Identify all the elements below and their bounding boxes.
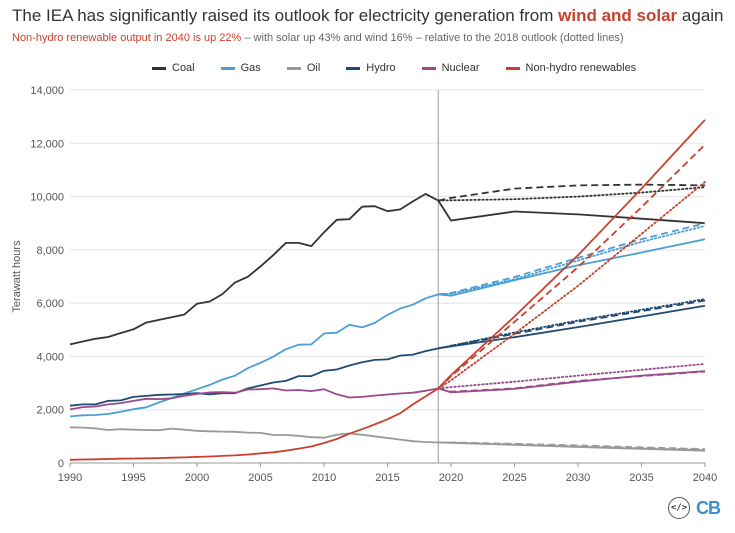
x-tick-label: 2025	[502, 472, 526, 484]
hydro-stated-policies-line	[438, 304, 706, 350]
x-tick-label: 2005	[248, 472, 272, 484]
hydro-current-policies-line	[438, 299, 706, 350]
non-hydro-renewables-stated-policies-line	[437, 119, 706, 390]
x-tick-label: 1995	[121, 472, 145, 484]
legend-item-hydro: Hydro	[346, 62, 396, 74]
hydro-outlook-2018-line	[437, 298, 706, 350]
legend-swatch	[220, 66, 235, 70]
non-hydro-renewables-outlook-2018-line	[437, 180, 706, 390]
y-axis-label: Terawatt hours	[11, 240, 23, 313]
y-tick-label: 8,000	[36, 245, 64, 257]
hydro-historical-line	[69, 347, 439, 407]
nuclear-historical-line	[69, 387, 439, 411]
legend-label: Nuclear	[441, 62, 480, 74]
y-tick-label: 14,000	[30, 85, 64, 97]
title-highlight: wind and solar	[558, 6, 678, 25]
oil-historical-line	[69, 426, 439, 444]
coal-historical-line	[69, 192, 439, 346]
legend-label: Gas	[240, 62, 261, 74]
gas-outlook-2018-line	[437, 224, 706, 296]
x-tick-label: 2015	[375, 472, 399, 484]
y-tick-label: 6,000	[36, 298, 64, 310]
legend-item-gas: Gas	[220, 62, 261, 74]
chart-subtitle: Non-hydro renewable output in 2040 is up…	[12, 32, 624, 44]
nuclear-stated-policies-line	[438, 370, 706, 394]
x-tick-label: 2035	[629, 472, 653, 484]
legend-label: Oil	[306, 62, 321, 74]
legend-label: Non-hydro renewables	[525, 62, 637, 74]
nuclear-outlook-2018-line	[437, 362, 706, 390]
x-tick-label: 2020	[439, 472, 463, 484]
legend-item-nuclear: Nuclear	[421, 62, 480, 74]
y-tick-label: 4,000	[36, 351, 64, 363]
legend-swatch	[421, 66, 436, 70]
legend: Coal Gas Oil Hydro Nuclear Non-hydro renewabl…	[152, 62, 636, 74]
coal-stated-policies-line	[437, 200, 706, 225]
non-hydro-renewables-historical-line	[69, 387, 439, 461]
legend-label: Hydro	[366, 62, 396, 74]
oil-current-policies-line	[438, 441, 706, 450]
oil-stated-policies-line	[438, 441, 706, 452]
x-tick-label: 1990	[58, 472, 82, 484]
title-text-end: again	[677, 6, 724, 25]
y-tick-label: 12,000	[30, 138, 64, 150]
x-tick-label: 2000	[185, 472, 209, 484]
legend-item-non-hydro-renewables: Non-hydro renewables	[505, 62, 637, 74]
branding: </> CB	[668, 497, 721, 519]
subtitle-highlight: Non-hydro renewable output in 2040 is up…	[12, 32, 242, 44]
y-tick-label: 0	[58, 458, 64, 470]
x-tick-label: 2010	[312, 472, 336, 484]
coal-current-policies-line	[438, 183, 706, 202]
legend-item-coal: Coal	[152, 62, 195, 74]
title-text: The IEA has significantly raised its out…	[12, 6, 559, 25]
legend-swatch	[286, 66, 301, 70]
x-tick-label: 2040	[693, 472, 717, 484]
gas-current-policies-line	[438, 222, 706, 296]
coal-outlook-2018-line	[437, 186, 706, 202]
carbonbrief-logo: CB	[696, 497, 721, 518]
gas-historical-line	[69, 293, 439, 418]
subtitle-text: – with solar up 43% and wind 16% – relat…	[241, 32, 624, 44]
x-tick-label: 2030	[566, 472, 590, 484]
legend-swatch	[152, 66, 166, 70]
embed-icon[interactable]: </>	[668, 497, 690, 519]
y-tick-label: 10,000	[30, 192, 64, 204]
chart-title: The IEA has significantly raised its out…	[12, 6, 724, 26]
gas-stated-policies-line	[438, 238, 706, 297]
y-tick-label: 2,000	[36, 405, 64, 417]
legend-swatch	[505, 66, 520, 70]
legend-item-oil: Oil	[286, 62, 321, 74]
legend-label: Coal	[172, 62, 195, 74]
legend-swatch	[346, 66, 361, 70]
